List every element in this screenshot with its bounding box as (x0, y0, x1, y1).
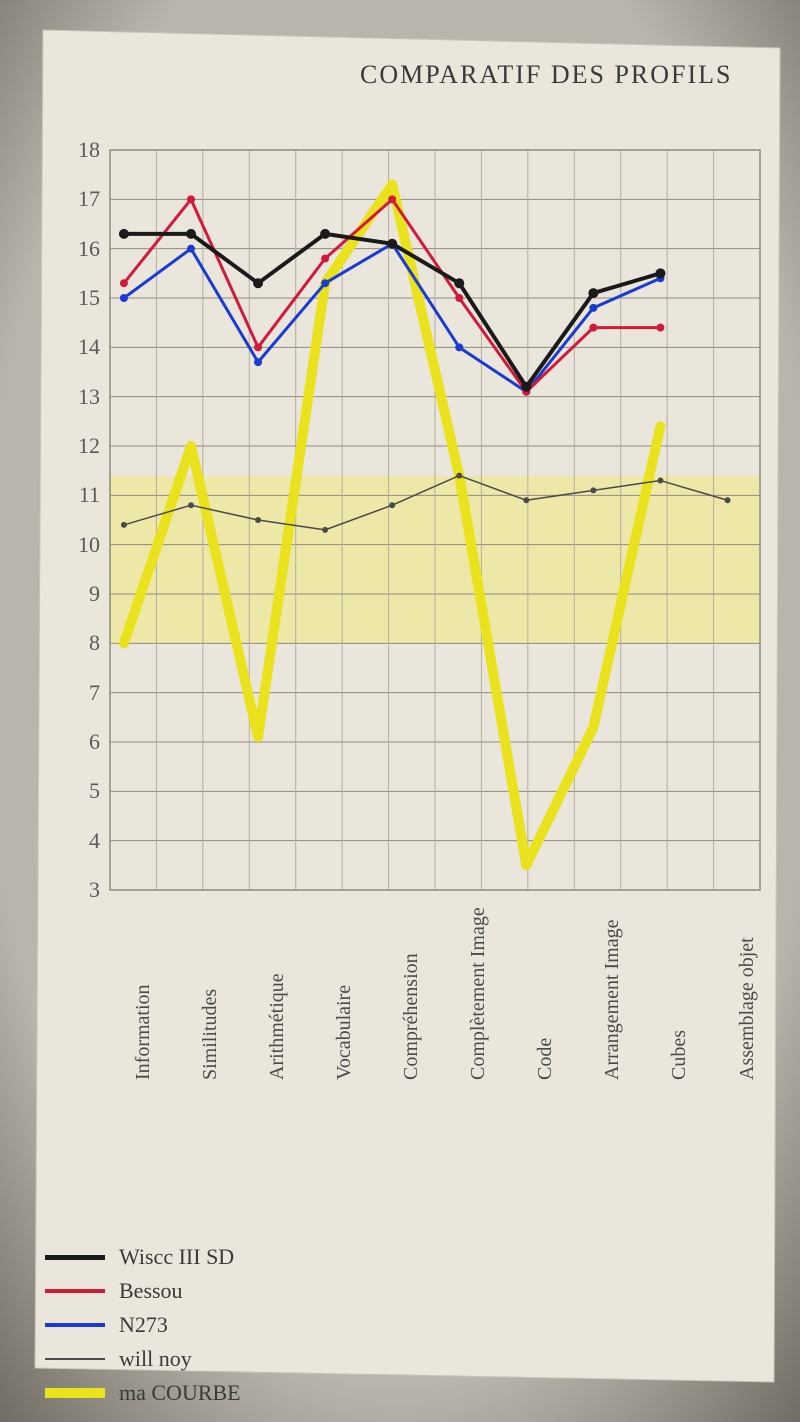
y-tick-label: 13 (60, 384, 100, 410)
y-tick-label: 8 (60, 630, 100, 656)
legend-label: N273 (119, 1312, 168, 1338)
marker-bessou (455, 294, 463, 302)
y-tick-label: 11 (60, 482, 100, 508)
marker-wisc (387, 239, 397, 249)
page-root: COMPARATIF DES PROFILS 34567891011121314… (0, 0, 800, 1422)
y-tick-label: 17 (60, 186, 100, 212)
legend-item-n273: N273 (45, 1308, 241, 1342)
y-tick-label: 18 (60, 137, 100, 163)
y-tick-label: 12 (60, 433, 100, 459)
y-tick-label: 3 (60, 877, 100, 903)
legend-label: Wiscc III SD (119, 1244, 234, 1270)
marker-bessou (321, 255, 329, 263)
chart-plot (0, 0, 800, 1422)
y-tick-label: 10 (60, 532, 100, 558)
legend-swatch-bessou (45, 1289, 105, 1293)
marker-bessou (589, 324, 597, 332)
marker-bessou (187, 195, 195, 203)
legend-label: ma COURBE (119, 1380, 241, 1406)
y-tick-label: 4 (60, 828, 100, 854)
legend-swatch-n273 (45, 1323, 105, 1327)
y-tick-label: 14 (60, 334, 100, 360)
legend-label: will noy (119, 1346, 192, 1372)
marker-bessou (388, 195, 396, 203)
marker-bessou (120, 279, 128, 287)
legend-label: Bessou (119, 1278, 183, 1304)
marker-willnoy (389, 502, 395, 508)
marker-n273 (120, 294, 128, 302)
x-tick-label: Cubes (668, 1030, 691, 1080)
x-tick-label: Arrangement Image (601, 920, 624, 1080)
marker-n273 (455, 343, 463, 351)
x-tick-label: Vocabulaire (333, 985, 356, 1080)
legend-item-bessou: Bessou (45, 1274, 241, 1308)
x-tick-label: Similitudes (199, 989, 222, 1080)
marker-willnoy (523, 497, 529, 503)
marker-n273 (321, 279, 329, 287)
marker-willnoy (590, 487, 596, 493)
marker-wisc (320, 229, 330, 239)
marker-wisc (454, 278, 464, 288)
x-tick-label: Assemblage objet (736, 937, 759, 1080)
marker-willnoy (725, 497, 731, 503)
marker-wisc (253, 278, 263, 288)
marker-willnoy (188, 502, 194, 508)
marker-wisc (119, 229, 129, 239)
marker-wisc (521, 382, 531, 392)
marker-n273 (187, 245, 195, 253)
marker-n273 (254, 358, 262, 366)
marker-willnoy (255, 517, 261, 523)
series-bessou (124, 199, 661, 391)
legend: Wiscc III SD Bessou N273 will noy ma COURBE (45, 1240, 241, 1410)
legend-item-wisc: Wiscc III SD (45, 1240, 241, 1274)
y-tick-label: 5 (60, 778, 100, 804)
y-tick-label: 15 (60, 285, 100, 311)
marker-wisc (186, 229, 196, 239)
y-tick-label: 9 (60, 581, 100, 607)
x-tick-label: Complètement Image (467, 907, 490, 1080)
y-tick-label: 16 (60, 236, 100, 262)
marker-willnoy (456, 473, 462, 479)
marker-willnoy (322, 527, 328, 533)
series-wisc (124, 234, 661, 387)
y-tick-label: 7 (60, 680, 100, 706)
y-tick-label: 6 (60, 729, 100, 755)
marker-bessou (254, 343, 262, 351)
series-macourbe (124, 185, 661, 866)
legend-swatch-willnoy (45, 1358, 105, 1360)
marker-bessou (656, 324, 664, 332)
marker-wisc (588, 288, 598, 298)
series-n273 (124, 244, 661, 392)
marker-n273 (589, 304, 597, 312)
legend-item-willnoy: will noy (45, 1342, 241, 1376)
legend-item-macourbe: ma COURBE (45, 1376, 241, 1410)
marker-willnoy (657, 478, 663, 484)
marker-wisc (655, 268, 665, 278)
x-tick-label: Compréhension (400, 953, 423, 1080)
legend-swatch-macourbe (45, 1388, 105, 1398)
legend-swatch-wisc (45, 1255, 105, 1260)
x-tick-label: Code (534, 1038, 557, 1080)
x-tick-label: Information (132, 984, 155, 1080)
marker-willnoy (121, 522, 127, 528)
x-tick-label: Arithmétique (266, 973, 289, 1080)
